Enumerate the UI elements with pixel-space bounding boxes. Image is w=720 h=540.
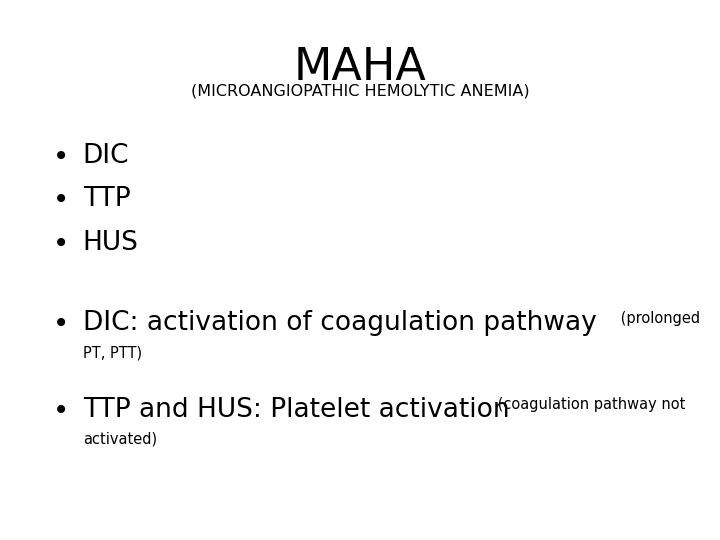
Text: activated): activated) xyxy=(83,432,157,447)
Text: (prolonged: (prolonged xyxy=(616,310,700,326)
Text: MAHA: MAHA xyxy=(294,46,426,89)
Text: •: • xyxy=(53,397,69,425)
Text: DIC: activation of coagulation pathway: DIC: activation of coagulation pathway xyxy=(83,310,597,336)
Text: (coagulation pathway not: (coagulation pathway not xyxy=(493,397,685,412)
Text: •: • xyxy=(53,143,69,171)
Text: PT, PTT): PT, PTT) xyxy=(83,346,142,361)
Text: •: • xyxy=(53,186,69,214)
Text: •: • xyxy=(53,230,69,258)
Text: HUS: HUS xyxy=(83,230,139,255)
Text: DIC: DIC xyxy=(83,143,130,169)
Text: •: • xyxy=(53,310,69,339)
Text: TTP and HUS: Platelet activation: TTP and HUS: Platelet activation xyxy=(83,397,510,423)
Text: (MICROANGIOPATHIC HEMOLYTIC ANEMIA): (MICROANGIOPATHIC HEMOLYTIC ANEMIA) xyxy=(191,84,529,99)
Text: TTP: TTP xyxy=(83,186,130,212)
